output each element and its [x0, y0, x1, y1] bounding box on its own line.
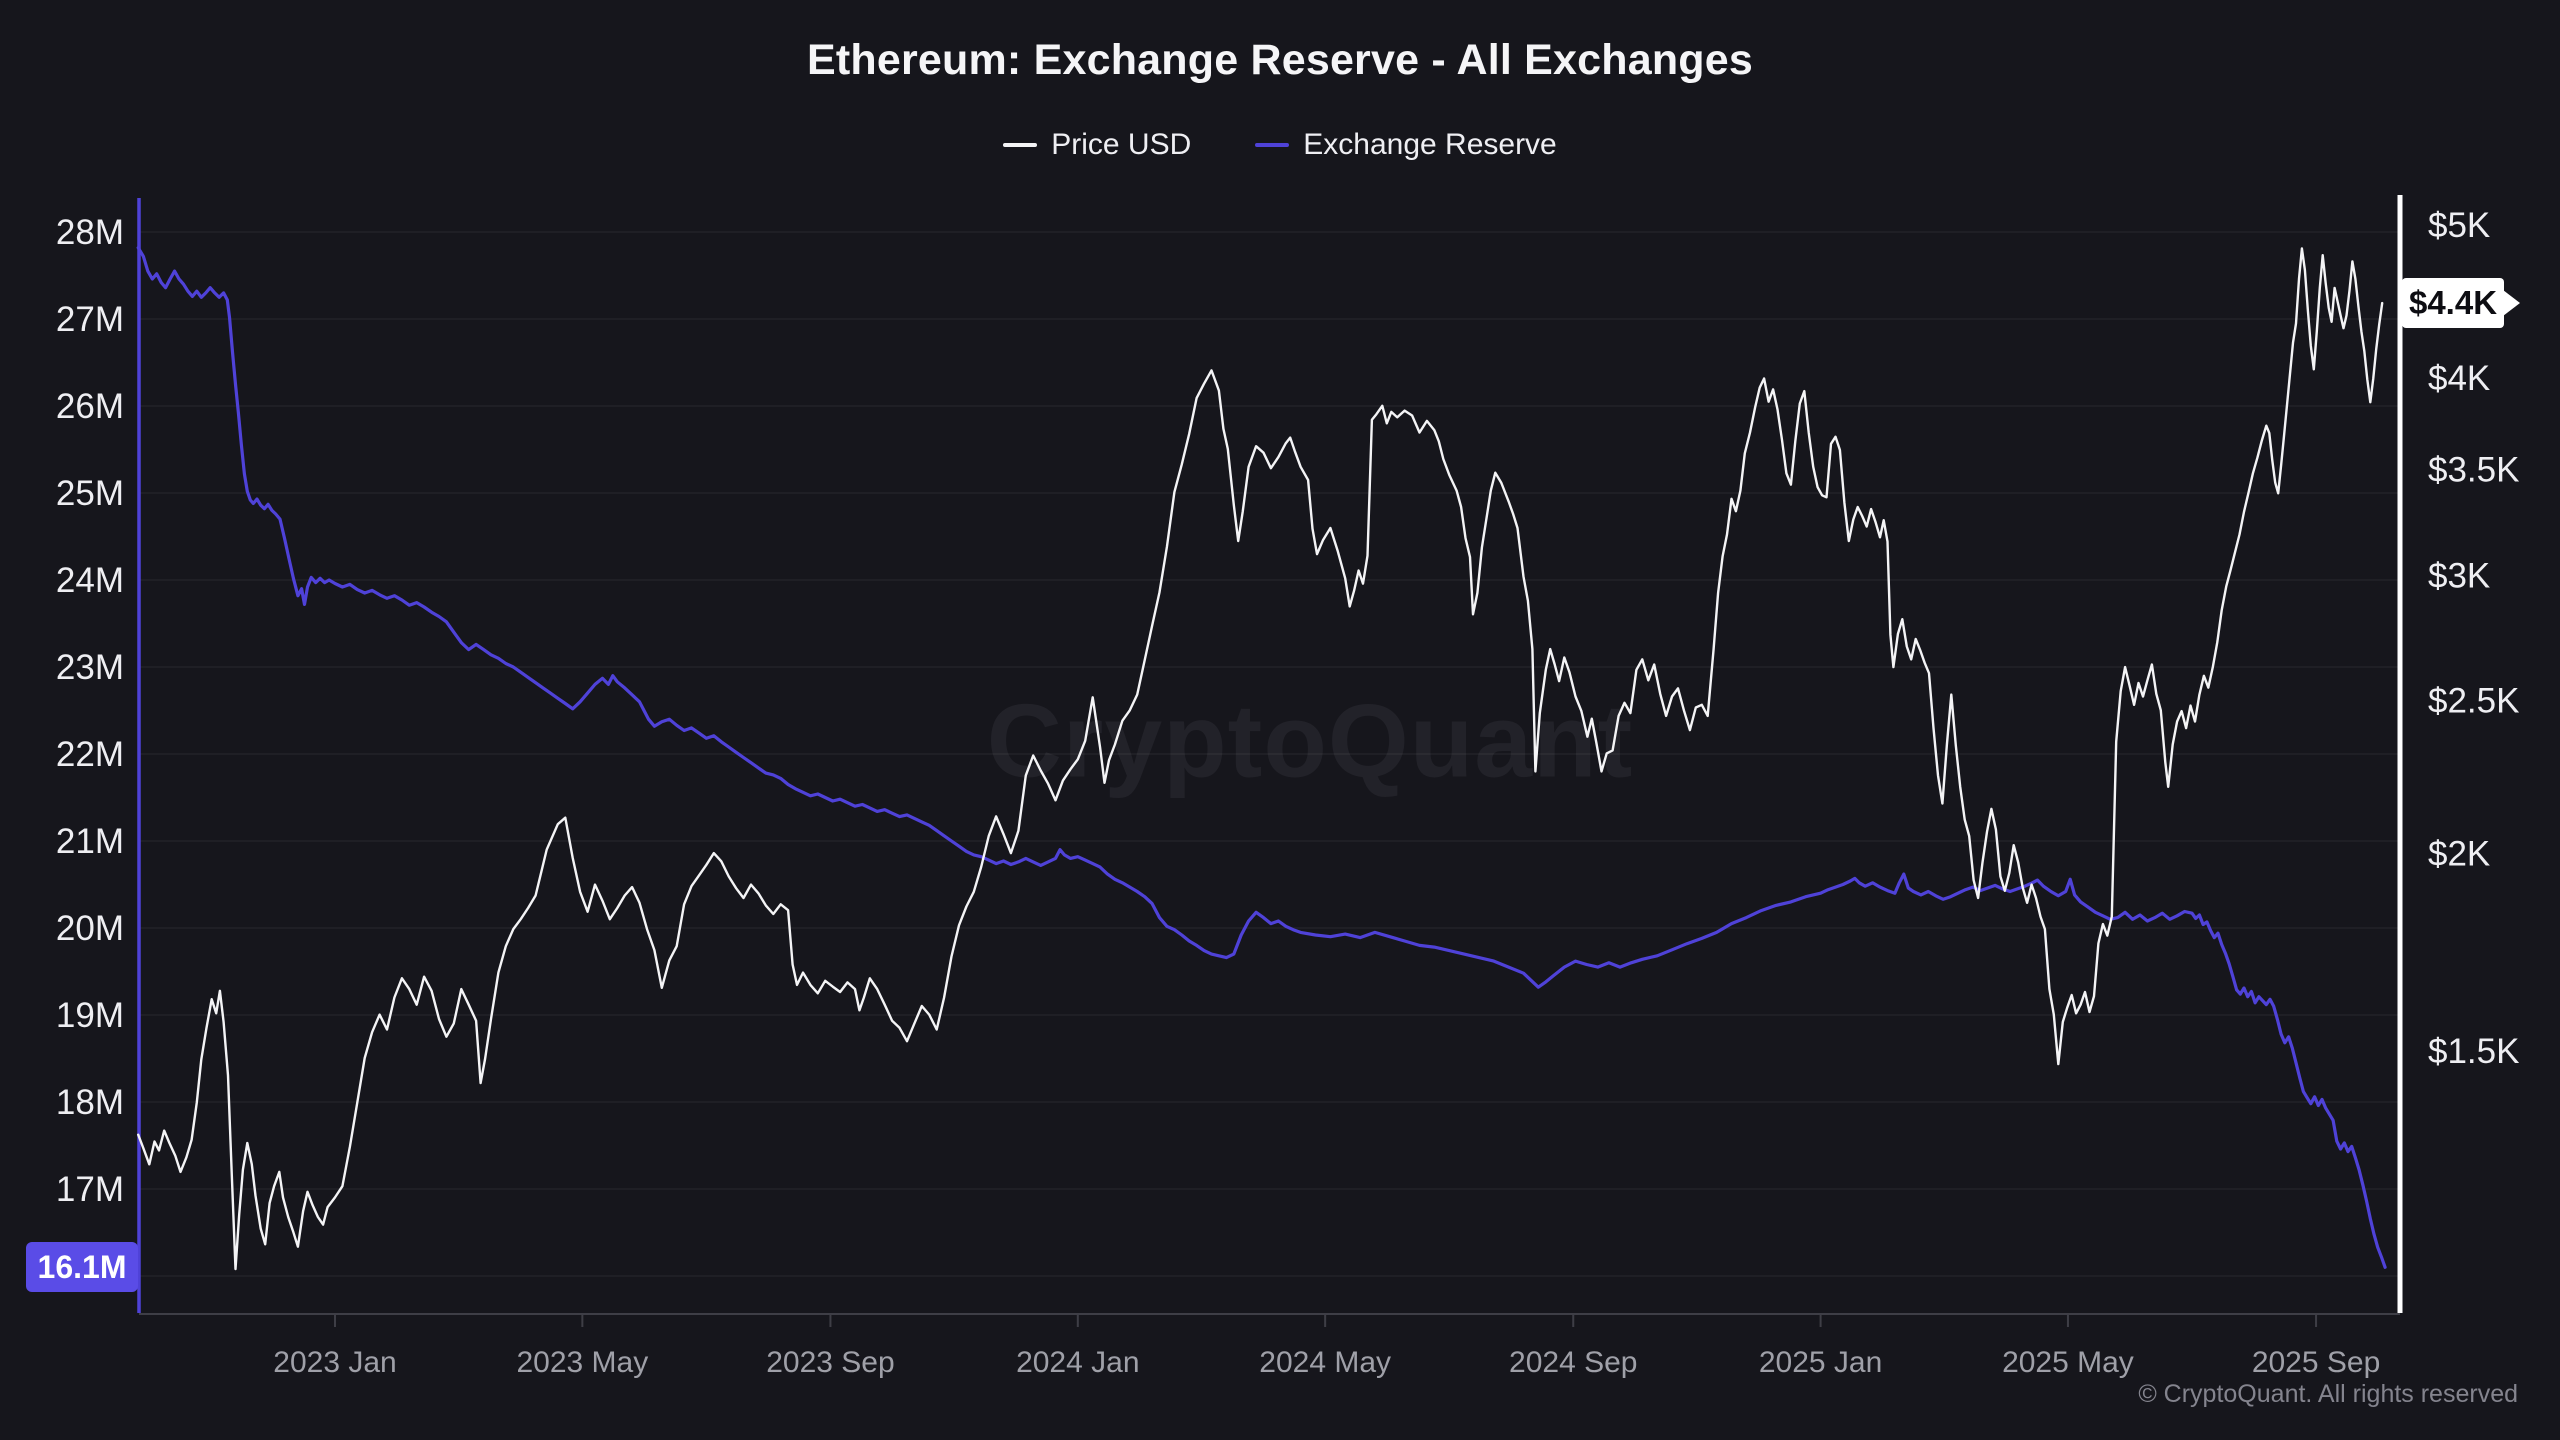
legend-item-reserve[interactable]: Exchange Reserve: [1255, 128, 1557, 162]
current-reserve-badge: 16.1M: [26, 1242, 138, 1293]
reserve-line-swatch: [1255, 143, 1290, 147]
grid-layer: [139, 231, 2400, 1277]
copyright: © CryptoQuant. All rights reserved: [2138, 1380, 2518, 1408]
x-axis-tick-label: 2025 Jan: [1759, 1346, 1882, 1379]
right-axis-tick-label: $2K: [2428, 835, 2490, 874]
legend: Price USD Exchange Reserve: [0, 128, 2560, 162]
legend-item-price[interactable]: Price USD: [1003, 128, 1191, 162]
left-axis-tick-label: 21M: [56, 822, 124, 861]
left-axis-tick-label: 28M: [56, 213, 124, 252]
x-axis-tick-label: 2024 Jan: [1016, 1346, 1139, 1379]
left-axis-tick-label: 27M: [56, 300, 124, 339]
right-axis-tick-label: $1.5K: [2428, 1032, 2519, 1071]
current-price-badge: $4.4K: [2402, 278, 2520, 329]
x-axis-tick-label: 2023 Jan: [273, 1346, 396, 1379]
reserve-line: [136, 246, 2387, 1269]
left-axis-tick-label: 23M: [56, 648, 124, 687]
x-axis-tick-label: 2024 May: [1259, 1346, 1391, 1379]
left-axis-tick-label: 24M: [56, 561, 124, 600]
axis-layer: [137, 195, 2403, 1327]
x-axis-tick-label: 2023 May: [516, 1346, 648, 1379]
price-line: [136, 247, 2384, 1271]
price-line-swatch: [1003, 143, 1038, 147]
x-axis-tick-label: 2025 May: [2002, 1346, 2134, 1379]
right-axis-tick-label: $4K: [2428, 359, 2490, 398]
left-axis-tick-label: 26M: [56, 387, 124, 426]
left-axis-tick-label: 17M: [56, 1170, 124, 1209]
legend-label-reserve: Exchange Reserve: [1303, 128, 1557, 161]
series-layer: [136, 246, 2387, 1271]
left-axis-tick-label: 25M: [56, 474, 124, 513]
left-axis-tick-label: 18M: [56, 1083, 124, 1122]
right-axis-tick-label: $2.5K: [2428, 682, 2519, 721]
right-axis-tick-label: $5K: [2428, 206, 2490, 245]
x-axis-tick-label: 2025 Sep: [2252, 1346, 2380, 1379]
left-axis-tick-label: 20M: [56, 909, 124, 948]
chart-title: Ethereum: Exchange Reserve - All Exchang…: [806, 36, 1753, 84]
right-axis-tick-label: $3K: [2428, 557, 2490, 596]
left-axis-tick-label: 22M: [56, 735, 124, 774]
legend-label-price: Price USD: [1051, 128, 1192, 161]
axis-label-layer: 28M27M26M25M24M23M22M21M20M19M18M17M16M$…: [56, 206, 2520, 1379]
left-axis-tick-label: 19M: [56, 996, 124, 1035]
right-axis-tick-label: $3.5K: [2428, 451, 2519, 490]
x-axis-tick-label: 2024 Sep: [1509, 1346, 1637, 1379]
x-axis-tick-label: 2023 Sep: [766, 1346, 894, 1379]
